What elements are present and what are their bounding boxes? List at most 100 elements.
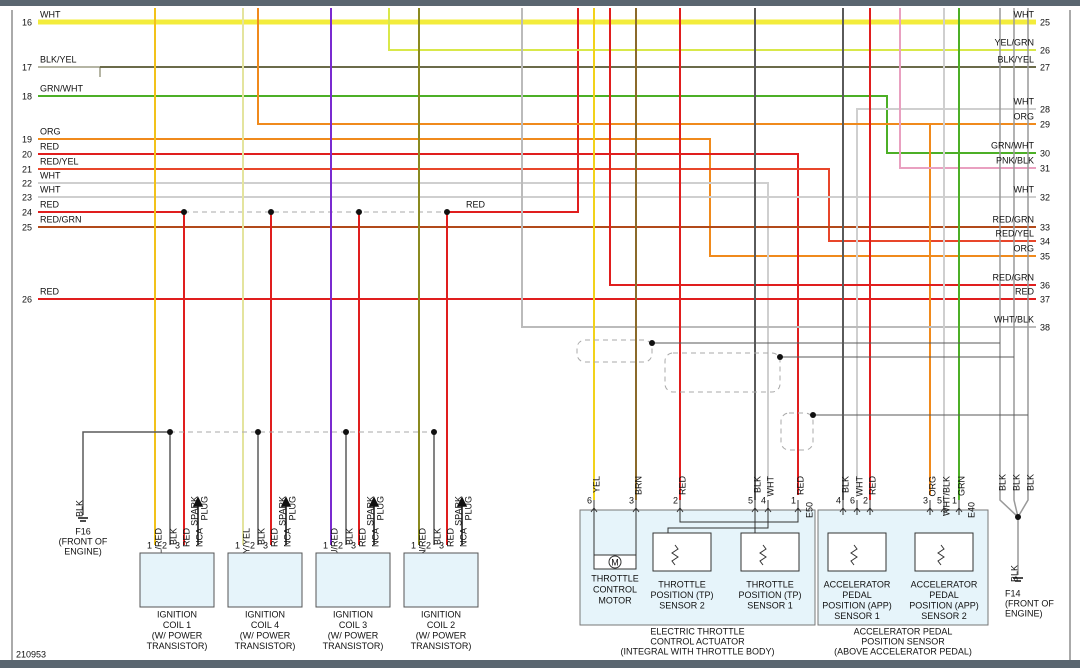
wire-color: GRN bbox=[956, 476, 966, 496]
wire-color: WHT/BLK bbox=[994, 314, 1034, 324]
pin bbox=[764, 500, 772, 515]
row-number: 31 bbox=[1040, 163, 1050, 173]
wire-color: GRN/WHT bbox=[991, 140, 1034, 150]
row-number: 24 bbox=[22, 207, 32, 217]
output-label: SPARK bbox=[277, 496, 287, 526]
pin-number: 6 bbox=[850, 495, 855, 505]
wire-color: BLK/YEL bbox=[40, 54, 77, 64]
component-name: (ABOVE ACCELERATOR PEDAL) bbox=[834, 646, 972, 656]
splice bbox=[255, 429, 261, 435]
coil-name: TRANSISTOR) bbox=[411, 641, 472, 651]
output-arrow bbox=[280, 496, 292, 545]
ground-name: ENGINE) bbox=[64, 546, 102, 556]
wire bbox=[82, 431, 170, 515]
pin-number: 2 bbox=[250, 540, 255, 550]
wire bbox=[593, 515, 637, 569]
pin-number: 5 bbox=[937, 495, 942, 505]
wire-color: GRY/YEL bbox=[241, 528, 251, 567]
row-number: 37 bbox=[1040, 294, 1050, 304]
coil-name: TRANSISTOR) bbox=[147, 641, 208, 651]
coil-name: COIL 2 bbox=[427, 620, 455, 630]
wire-color: RED bbox=[181, 528, 191, 548]
pin-number: 1 bbox=[791, 495, 796, 505]
splice bbox=[343, 429, 349, 435]
wire-color: RED/GRN bbox=[992, 214, 1034, 224]
ground-name: F14 bbox=[1005, 588, 1021, 598]
wire-color: PNK/BLK bbox=[996, 155, 1034, 165]
pin-number: 3 bbox=[439, 540, 444, 550]
pin-label: NCA bbox=[458, 528, 468, 547]
splice bbox=[444, 209, 450, 215]
pin bbox=[926, 500, 934, 515]
pin-number: 3 bbox=[263, 540, 268, 550]
pin-label: NCA bbox=[282, 528, 292, 547]
wire-color: BLK/YEL bbox=[997, 54, 1034, 64]
pin bbox=[590, 500, 598, 515]
wire-color: WHT bbox=[40, 170, 61, 180]
wire-color: BLK bbox=[752, 476, 762, 493]
wire-color: BLK bbox=[256, 528, 266, 545]
wire-color: RED bbox=[40, 199, 60, 209]
row-number: 16 bbox=[22, 17, 32, 27]
motor bbox=[608, 555, 622, 569]
wire bbox=[1013, 8, 1019, 518]
row-number: 29 bbox=[1040, 119, 1050, 129]
coil-name: COIL 3 bbox=[339, 620, 367, 630]
pin bbox=[866, 500, 874, 515]
part-name: POSITION (TP) bbox=[739, 590, 802, 600]
pin bbox=[632, 500, 640, 515]
wire-color: RED bbox=[445, 528, 455, 548]
pin-number: 3 bbox=[175, 540, 180, 550]
component-name: POSITION SENSOR bbox=[861, 636, 945, 646]
ground-name: F16 bbox=[75, 526, 91, 536]
splice bbox=[356, 209, 362, 215]
resistor bbox=[850, 544, 858, 566]
wire-color: RED bbox=[677, 476, 687, 496]
part-name: THROTTLE bbox=[591, 573, 639, 583]
pin bbox=[839, 500, 847, 515]
row-number: 23 bbox=[22, 192, 32, 202]
row-number: 20 bbox=[22, 149, 32, 159]
part-name: POSITION (APP) bbox=[909, 600, 979, 610]
splice bbox=[181, 209, 187, 215]
resistor bbox=[671, 544, 679, 566]
output-label: PLUG bbox=[463, 496, 473, 521]
pin-number: 1 bbox=[323, 540, 328, 550]
coil-name: (W/ POWER bbox=[328, 630, 379, 640]
sensor-box bbox=[914, 532, 974, 572]
wire-color: ORG bbox=[1013, 243, 1034, 253]
coil-box bbox=[139, 552, 215, 608]
row-number: 17 bbox=[22, 62, 32, 72]
row-number: 33 bbox=[1040, 222, 1050, 232]
output-label: SPARK bbox=[189, 496, 199, 526]
ground-symbol bbox=[78, 517, 88, 522]
pin-number: 2 bbox=[863, 495, 868, 505]
row-number: 28 bbox=[1040, 104, 1050, 114]
resistor bbox=[937, 544, 945, 566]
wire-color: BLK bbox=[344, 528, 354, 545]
wire-color: WHT bbox=[765, 476, 775, 497]
output-label: PLUG bbox=[199, 496, 209, 521]
wire-color: YEL/RED bbox=[153, 528, 163, 567]
wire bbox=[667, 515, 799, 533]
wire-color: BLU/RED bbox=[329, 528, 339, 568]
wire-color: WHT bbox=[1014, 184, 1035, 194]
output-label: PLUG bbox=[287, 496, 297, 521]
part-name: SENSOR 1 bbox=[747, 600, 793, 610]
pin-number: 1 bbox=[235, 540, 240, 550]
pin-number: 6 bbox=[587, 495, 592, 505]
figure-id: 210953 bbox=[16, 649, 46, 659]
coil-name: (W/ POWER bbox=[152, 630, 203, 640]
part-name: CONTROL bbox=[593, 584, 637, 594]
wire-color: RED bbox=[1015, 286, 1035, 296]
wire-color: RED bbox=[795, 476, 805, 496]
pin-number: 5 bbox=[748, 495, 753, 505]
bottom-bar bbox=[0, 660, 1080, 668]
part-name: SENSOR 2 bbox=[921, 611, 967, 621]
part-name: SENSOR 1 bbox=[834, 611, 880, 621]
wire-color: RED bbox=[357, 528, 367, 548]
pin-number: 2 bbox=[338, 540, 343, 550]
wire bbox=[388, 8, 1036, 51]
